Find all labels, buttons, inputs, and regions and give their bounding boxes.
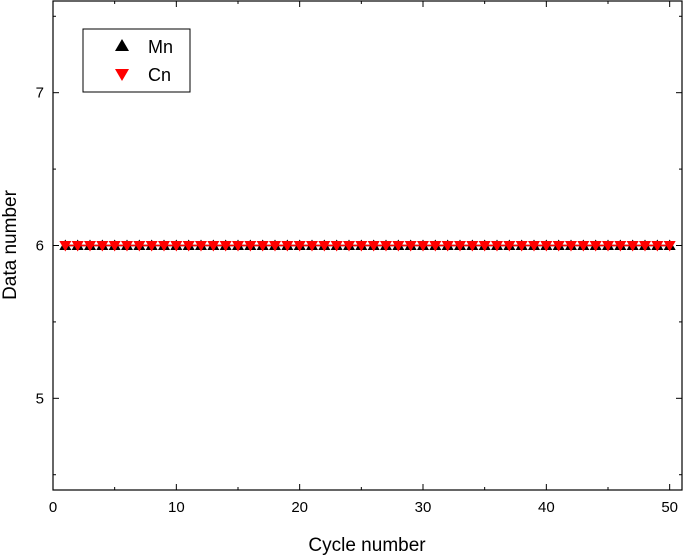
data-point-cn (207, 241, 220, 252)
data-point-cn (133, 241, 146, 252)
data-point-cn (466, 241, 479, 252)
data-point-cn (478, 241, 491, 252)
data-point-cn (491, 241, 503, 252)
legend-marker-cn (115, 69, 129, 81)
legend: Mn Cn (82, 28, 191, 93)
data-point-cn (367, 241, 380, 252)
series-layer (59, 239, 676, 252)
x-tick-label: 0 (49, 499, 57, 516)
data-point-cn (145, 241, 158, 252)
legend-box (82, 28, 191, 93)
y-axis-title: Data number (0, 189, 21, 300)
data-point-cn (318, 241, 331, 252)
x-axis-title: Cycle number (308, 535, 426, 556)
x-tick-label: 10 (168, 499, 185, 516)
data-point-cn (306, 241, 318, 252)
data-point-cn (108, 241, 121, 252)
legend-label-cn: Cn (148, 65, 171, 85)
data-point-cn (59, 241, 72, 252)
data-point-cn (565, 241, 577, 252)
data-point-cn (158, 241, 170, 252)
data-point-cn (281, 241, 294, 252)
x-tick-label: 20 (291, 499, 308, 516)
data-point-cn (602, 241, 614, 252)
data-point-cn (170, 241, 183, 252)
legend-marker-mn (115, 39, 129, 51)
data-point-cn (639, 241, 651, 252)
y-tick-label: 7 (36, 85, 44, 102)
data-point-cn (355, 241, 368, 252)
data-point-cn (454, 241, 466, 252)
axis-ticks: 0 10 20 30 40 50 5 6 7 (36, 1, 682, 516)
data-point-cn (503, 241, 516, 252)
legend-label-mn: Mn (148, 37, 173, 57)
data-point-cn (121, 241, 133, 252)
data-point-cn (269, 241, 281, 252)
data-point-cn (552, 241, 565, 252)
y-tick-label: 5 (36, 390, 44, 407)
x-tick-label: 40 (538, 499, 555, 516)
data-point-cn (232, 241, 244, 252)
data-point-cn (330, 241, 343, 252)
data-point-cn (392, 241, 405, 252)
data-point-cn (244, 241, 257, 252)
data-point-cn (626, 241, 639, 252)
data-point-cn (417, 241, 429, 252)
data-point-cn (182, 241, 195, 252)
x-tick-label: 30 (415, 499, 432, 516)
data-point-cn (651, 241, 664, 252)
data-point-cn (577, 241, 590, 252)
data-point-cn (614, 241, 627, 252)
data-point-cn (293, 241, 306, 252)
data-point-cn (663, 241, 676, 252)
x-tick-label: 50 (661, 499, 678, 516)
data-point-cn (84, 241, 96, 252)
data-point-cn (343, 241, 355, 252)
y-tick-label: 6 (36, 238, 44, 255)
data-point-cn (528, 241, 540, 252)
data-point-cn (589, 241, 602, 252)
data-point-cn (71, 241, 84, 252)
data-point-cn (540, 241, 553, 252)
data-point-cn (96, 241, 109, 252)
data-point-cn (195, 241, 207, 252)
data-point-cn (515, 241, 528, 252)
data-point-cn (429, 241, 442, 252)
data-point-cn (219, 241, 232, 252)
data-point-cn (404, 241, 417, 252)
data-point-cn (256, 241, 269, 252)
data-point-cn (441, 241, 454, 252)
data-point-cn (380, 241, 392, 252)
